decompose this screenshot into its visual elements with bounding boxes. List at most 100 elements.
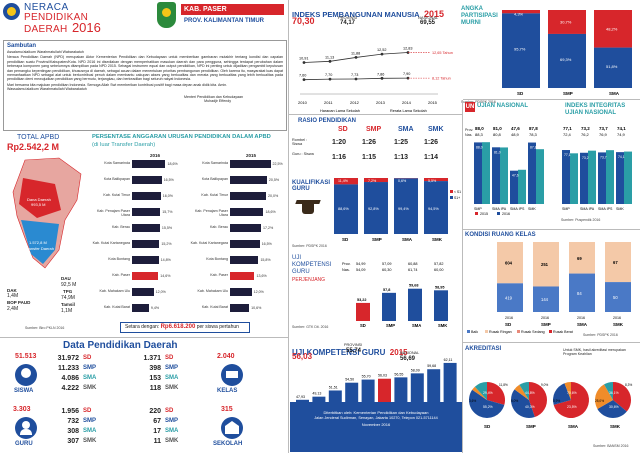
- guru-icon: [15, 417, 37, 439]
- akreditasi-cat: SMK: [610, 424, 621, 429]
- un-chart: 88,088,381,080,847,648,987,878,388,0SMP8…: [474, 126, 544, 216]
- sekolah-rows: 220 SD 67 SMP 17 SMA 11 SMK: [131, 406, 191, 446]
- kual-bottom-label: 94,5%: [428, 207, 439, 211]
- siswa-icon: [15, 364, 37, 386]
- data-row-number: 220: [149, 407, 161, 415]
- ruang-cat: SD: [505, 322, 512, 327]
- ukg-cat: SMK: [438, 323, 447, 328]
- footer: Diterbitkan oleh: Kementerian Pendidikan…: [290, 402, 462, 452]
- akreditasi-slice: [613, 382, 631, 412]
- ipm-line2-label: 7,90: [403, 72, 410, 76]
- akreditasi-c-label: 6,0%: [511, 399, 518, 403]
- akreditasi-slice: [553, 383, 571, 405]
- tpg-value: 74,9M: [61, 295, 75, 301]
- persentase-row-value: 20,0%: [268, 194, 279, 198]
- ukg2-prov-label: PROVINSI: [344, 343, 363, 347]
- un-cat: SMA IPS: [510, 207, 525, 211]
- apm-bottom-label: 51,8%: [606, 64, 618, 69]
- iiun-bar-label: 73,2: [582, 156, 589, 160]
- ipm-nas-label: NASIONAL: [418, 15, 439, 20]
- tamsil-value: 1,1M: [61, 308, 73, 314]
- persentase-bar: [230, 192, 266, 200]
- ruang-legend-berat: Rusak Berat: [553, 330, 573, 334]
- guru-label: GURU: [15, 441, 33, 447]
- ruang-year: 2016: [541, 316, 549, 320]
- persentase-row-value: 15,2%: [161, 242, 172, 246]
- ukg-bar-label: 53,22: [357, 298, 367, 302]
- persentase-row-value: 15,7%: [162, 210, 173, 214]
- iiun-cat: SMA IPS: [598, 207, 613, 211]
- iiun-bar-a: [616, 152, 624, 204]
- ipm-year-label: 2014: [402, 100, 412, 105]
- akreditasi-chart: 29,4% 55,2% 3,6% 11,8% SD 44,8% 40,3% 6,0% 9,0% S…: [469, 382, 632, 429]
- iiun-nas-val: 74,9: [617, 132, 626, 137]
- kual-legend-b: S1+: [454, 196, 460, 200]
- data-row: 11 SMK: [131, 436, 191, 446]
- persentase-row-value: 16,5%: [261, 242, 272, 246]
- iiun-bar-b: [606, 150, 614, 204]
- sekolah-total: 315: [221, 406, 233, 413]
- dau-value: 92,5 M: [61, 282, 77, 288]
- apm-bar-bottom: [594, 47, 632, 88]
- kual-cat: SMA: [402, 237, 413, 242]
- kual-bar-bottom: [334, 184, 358, 234]
- ruang-bar-light: [569, 242, 595, 274]
- un-cat: SMP: [474, 207, 482, 211]
- ruang-legend-baik: Baik: [471, 330, 478, 334]
- un-bar-b: [518, 169, 526, 204]
- ipm-line1-end: 12,65 Tahun: [432, 51, 453, 55]
- rasio-panel: RASIO PENDIDIKAN SD SMP SMA SMK Rombel :…: [290, 116, 462, 168]
- ruang-bar-light: [605, 242, 631, 283]
- apbd-source: Sumber: Biro PKLN 2016: [25, 326, 65, 330]
- akreditasi-slice: [564, 382, 571, 400]
- kual-top-label: 0,6%: [398, 179, 407, 183]
- iiun-title-line2: UJIAN NASIONAL: [565, 110, 617, 116]
- sambutan-name: Muhadjir Effendy: [204, 99, 231, 104]
- persentase-row-value: 12,0%: [253, 290, 264, 294]
- persentase-bar: [132, 176, 162, 184]
- kual-legend-a: < S1: [454, 190, 461, 194]
- datapend-panel: Data Pendidikan Daerah 51.513 SISWA 31.9…: [3, 338, 288, 451]
- persentase-row-label: Kab. Penajam Paser Utara: [97, 209, 130, 217]
- title-line1: NERACA: [24, 2, 69, 13]
- un-bar-a: [492, 147, 500, 204]
- ukg-prov-val: 54,99: [356, 262, 366, 266]
- un-nas-val: 80,8: [493, 132, 502, 137]
- ruang-bar-light: [497, 242, 523, 284]
- ukg-prov-val: 57,09: [382, 262, 392, 266]
- data-row-level: SD: [83, 408, 92, 414]
- persentase-row-label: Kab. Berau: [112, 225, 130, 229]
- iiun-prov-val: 73,7: [599, 126, 608, 131]
- rasio-row1-smp: 1:26: [362, 139, 377, 146]
- ruang-good-label: 50: [613, 295, 618, 300]
- ukg2-bar: [427, 369, 441, 410]
- persentase-row-label: Kab. Paser: [112, 273, 130, 277]
- un-bar-label: 81,0: [494, 150, 501, 154]
- graduation-icon: [295, 196, 321, 216]
- akreditasi-slice: [472, 386, 487, 400]
- sekolah-label: SEKOLAH: [213, 441, 243, 447]
- persentase-row-value: 12,0%: [155, 290, 166, 294]
- un-legend-a: 2015: [480, 212, 488, 216]
- ipm-line1-label: 12,83: [403, 46, 413, 50]
- akreditasi-b-label: 30,6%: [609, 405, 619, 409]
- apm-title-line2: PARTISIPASI: [461, 13, 498, 19]
- apm-title-line3: MURNI: [461, 20, 481, 26]
- iiun-prov-val: 73,2: [581, 126, 590, 131]
- kual-legend-a-swatch: [450, 190, 453, 193]
- bop-label: BOP PAUD: [7, 300, 31, 305]
- persentase-bar: [132, 304, 149, 312]
- akreditasi-tt-label: 11,8%: [499, 383, 508, 387]
- akreditasi-slice: [487, 382, 505, 405]
- ukg2-bar-label: 58,09: [411, 368, 420, 372]
- data-row-number: 11.233: [57, 364, 79, 372]
- ukg-title-line3: GURU: [292, 269, 310, 275]
- ruang-year: 2016: [505, 316, 513, 320]
- kualifikasi-title: KUALIFIKASI GURU: [292, 180, 330, 192]
- un-nas-val: 78,3: [529, 132, 538, 137]
- akreditasi-panel: AKREDITASI Untuk SMK, hasil akreditasi m…: [463, 344, 638, 452]
- ruang-good-label: 144: [541, 297, 549, 302]
- akreditasi-slice: [529, 382, 547, 418]
- ruang-bar-good: [605, 282, 631, 312]
- siswa-total: 51.513: [15, 353, 37, 360]
